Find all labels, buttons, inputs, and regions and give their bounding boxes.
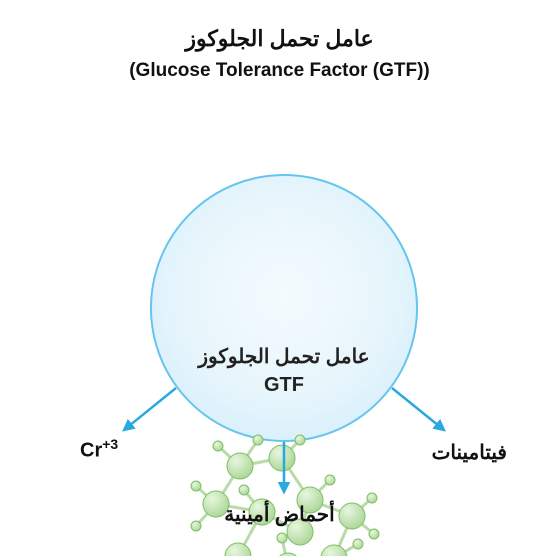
- diagram-canvas: عامل تحمل الجلوكوز (Glucose Tolerance Fa…: [0, 0, 559, 556]
- label-cr3: Cr+3: [80, 436, 118, 463]
- label-vitamins: فيتامينات: [432, 440, 507, 465]
- label-amino-acids: أحماض أمينية: [0, 502, 559, 527]
- arrows: [0, 0, 559, 556]
